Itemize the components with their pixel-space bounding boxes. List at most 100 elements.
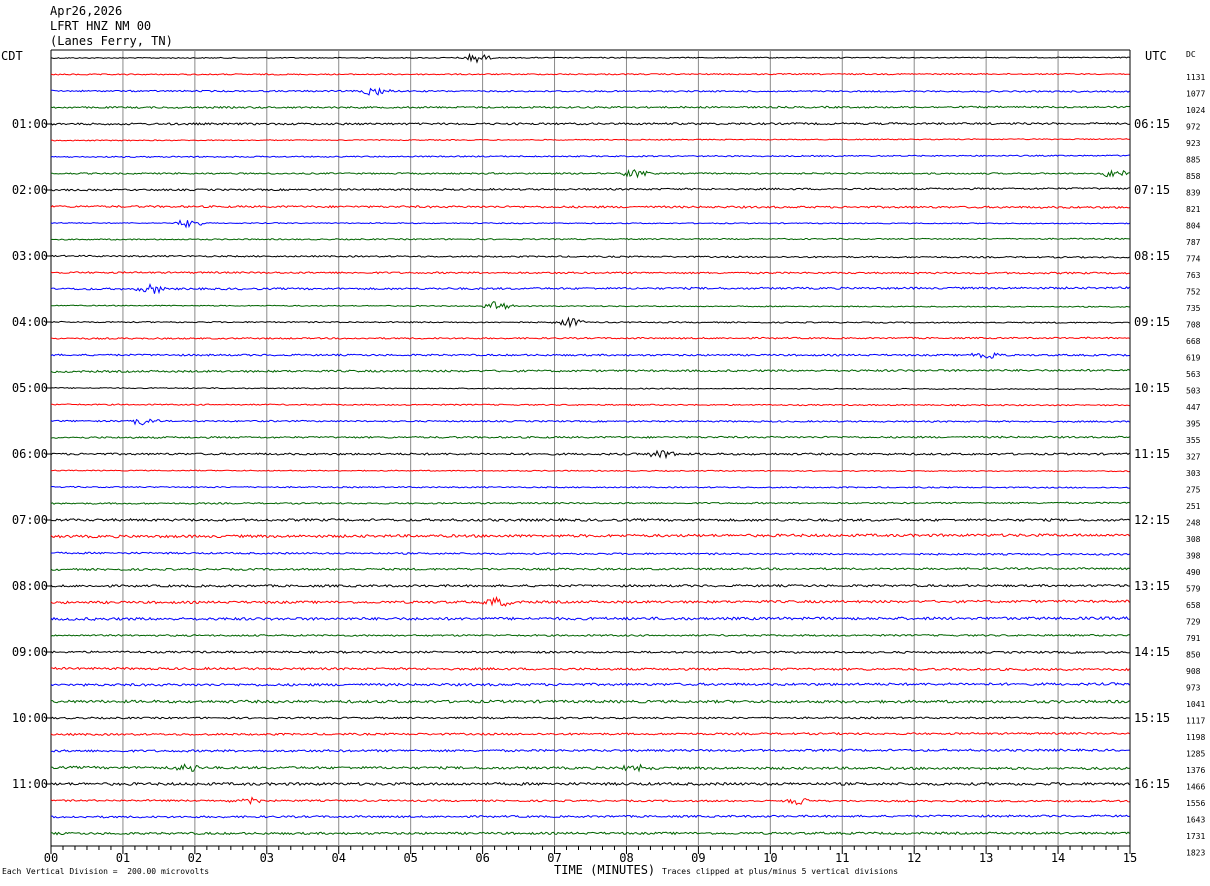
x-axis-label: TIME (MINUTES) — [554, 863, 656, 877]
dc-label: DC — [1186, 50, 1196, 59]
x-tick-label: 01 — [116, 851, 130, 865]
seismic-trace — [50, 336, 1130, 340]
dc-offset-label: 752 — [1186, 288, 1201, 297]
dc-offset-label: 303 — [1186, 469, 1201, 478]
header-station: LFRT HNZ NM 00 — [50, 19, 152, 33]
hour-label-left: 05:00 — [12, 381, 48, 395]
seismic-trace — [50, 731, 1130, 736]
seismic-trace — [50, 616, 1130, 622]
header-location: (Lanes Ferry, TN) — [50, 34, 173, 48]
dc-offset-label: 503 — [1186, 387, 1201, 396]
seismic-trace — [50, 595, 1130, 607]
x-tick-label: 09 — [691, 851, 705, 865]
dc-offset-label: 308 — [1186, 535, 1201, 544]
dc-offset-label: 885 — [1186, 156, 1201, 165]
dc-offset-label: 579 — [1186, 585, 1201, 594]
dc-offset-label: 1131 — [1186, 73, 1205, 82]
dc-offset-label: 804 — [1186, 222, 1201, 231]
seismic-trace — [50, 449, 1130, 460]
dc-offset-label: 1731 — [1186, 832, 1205, 841]
seismic-trace — [50, 469, 1130, 473]
hour-label-left: 04:00 — [12, 315, 48, 329]
hour-label-right: 12:15 — [1134, 513, 1170, 527]
seismic-trace — [50, 351, 1130, 359]
dc-offset-label: 839 — [1186, 189, 1201, 198]
timezone-left-label: CDT — [1, 49, 23, 63]
dc-offset-label: 619 — [1186, 354, 1201, 363]
dc-offset-label: 490 — [1186, 568, 1201, 577]
hour-label-left: 10:00 — [12, 711, 48, 725]
seismic-trace — [50, 237, 1130, 241]
dc-offset-label: 251 — [1186, 502, 1201, 511]
dc-offset-label: 708 — [1186, 321, 1201, 330]
seismic-trace — [50, 187, 1130, 192]
seismic-trace — [51, 301, 1130, 311]
seismic-trace — [50, 72, 1130, 76]
dc-offset-label: 787 — [1186, 238, 1201, 247]
hour-label-left: 07:00 — [12, 513, 48, 527]
seismic-trace — [50, 254, 1130, 259]
dc-offset-label: 923 — [1186, 139, 1201, 148]
seismic-trace — [50, 418, 1130, 426]
x-tick-label: 13 — [979, 851, 993, 865]
dc-offset-label: 395 — [1186, 420, 1201, 429]
dc-offset-label: 1117 — [1186, 717, 1205, 726]
dc-offset-label: 735 — [1186, 304, 1201, 313]
dc-offset-label: 275 — [1186, 486, 1201, 495]
dc-offset-label: 1077 — [1186, 90, 1205, 99]
dc-offset-label: 1556 — [1186, 799, 1205, 808]
seismic-trace — [50, 716, 1130, 720]
dc-offset-label: 355 — [1186, 436, 1201, 445]
seismic-trace — [50, 485, 1130, 489]
dc-offset-label: 821 — [1186, 205, 1201, 214]
dc-offset-label: 447 — [1186, 403, 1201, 412]
seismic-trace — [50, 271, 1130, 275]
hour-label-left: 01:00 — [12, 117, 48, 131]
seismic-trace — [50, 583, 1130, 588]
dc-offset-label: 1823 — [1186, 849, 1205, 858]
seismic-trace — [50, 105, 1130, 110]
x-tick-label: 15 — [1123, 851, 1137, 865]
dc-offset-label: 1376 — [1186, 766, 1205, 775]
hour-label-left: 08:00 — [12, 579, 48, 593]
seismic-trace — [50, 831, 1130, 836]
seismic-trace — [51, 403, 1130, 407]
dc-offset-label: 1041 — [1186, 700, 1205, 709]
seismic-trace — [50, 650, 1130, 655]
seismic-trace — [50, 368, 1130, 374]
hour-label-right: 15:15 — [1134, 711, 1170, 725]
seismic-trace — [50, 666, 1130, 672]
seismic-trace — [50, 386, 1130, 391]
seismic-trace — [50, 501, 1130, 505]
hour-label-left: 06:00 — [12, 447, 48, 461]
hour-label-right: 16:15 — [1134, 777, 1170, 791]
seismic-trace — [50, 781, 1130, 787]
dc-offset-label: 1198 — [1186, 733, 1205, 742]
x-tick-label: 10 — [763, 851, 777, 865]
seismic-trace — [50, 138, 1130, 142]
dc-offset-label: 791 — [1186, 634, 1201, 643]
timezone-right-label: UTC — [1145, 49, 1167, 63]
hour-label-right: 14:15 — [1134, 645, 1170, 659]
dc-offset-label: 658 — [1186, 601, 1201, 610]
x-tick-label: 08 — [619, 851, 633, 865]
dc-offset-label: 668 — [1186, 337, 1201, 346]
x-tick-label: 06 — [475, 851, 489, 865]
hour-label-right: 06:15 — [1134, 117, 1170, 131]
seismic-trace — [50, 52, 1130, 64]
x-tick-label: 04 — [332, 851, 346, 865]
hour-label-right: 10:15 — [1134, 381, 1170, 395]
hour-label-left: 11:00 — [12, 777, 48, 791]
footer-clip-note: Traces clipped at plus/minus 5 vertical … — [662, 867, 899, 876]
x-tick-label: 00 — [44, 851, 58, 865]
hour-label-right: 07:15 — [1134, 183, 1170, 197]
seismic-trace — [50, 533, 1130, 539]
seismic-trace — [50, 316, 1130, 329]
seismic-trace — [50, 566, 1130, 572]
seismic-trace — [51, 814, 1130, 819]
x-tick-label: 11 — [835, 851, 849, 865]
hour-label-right: 09:15 — [1134, 315, 1170, 329]
dc-offset-label: 563 — [1186, 370, 1201, 379]
hour-label-left: 03:00 — [12, 249, 48, 263]
